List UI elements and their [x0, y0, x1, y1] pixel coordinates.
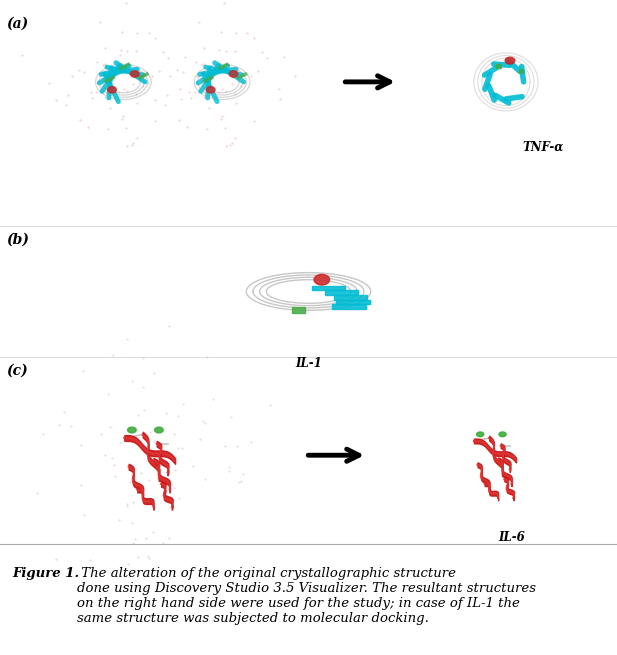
Text: IL-1: IL-1: [295, 357, 322, 370]
Ellipse shape: [130, 71, 139, 77]
Ellipse shape: [128, 427, 136, 433]
Text: Figure 1.: Figure 1.: [12, 567, 80, 580]
Ellipse shape: [505, 57, 515, 64]
Text: TNF-α: TNF-α: [523, 141, 563, 154]
Ellipse shape: [499, 432, 506, 437]
Text: IL-6: IL-6: [499, 531, 526, 544]
Ellipse shape: [207, 86, 215, 93]
Ellipse shape: [476, 432, 484, 437]
Ellipse shape: [314, 274, 329, 285]
Ellipse shape: [154, 427, 163, 433]
Text: (c): (c): [6, 364, 28, 377]
Text: The alteration of the original crystallographic structure
done using Discovery S: The alteration of the original crystallo…: [77, 567, 536, 625]
Ellipse shape: [229, 71, 238, 77]
Ellipse shape: [108, 86, 117, 93]
Text: (a): (a): [6, 16, 28, 30]
Text: (b): (b): [6, 233, 29, 246]
